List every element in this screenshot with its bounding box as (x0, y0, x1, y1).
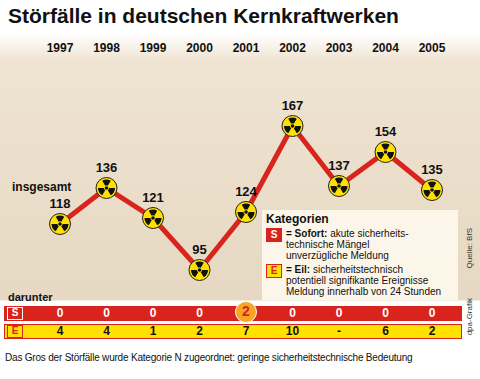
html-text:0: 0 (289, 306, 296, 320)
html-text:Störfälle in deutschen Kernkra: Störfälle in deutschen Kernkraftwerken (8, 4, 399, 27)
svg-text:124: 124 (235, 184, 257, 199)
html-text:E: E (270, 265, 278, 276)
html-text:insgesamt: insgesamt (12, 180, 72, 194)
svg-text:135: 135 (421, 162, 443, 177)
html-text:2: 2 (242, 303, 250, 319)
html-text:dpa-Grafik: dpa-Grafik (465, 298, 474, 336)
svg-text:2002: 2002 (279, 41, 306, 55)
html-text:Quelle: BfS: Quelle: BfS (465, 228, 474, 269)
html-text:S: S (11, 307, 19, 318)
svg-text:1997: 1997 (47, 41, 74, 55)
html-text:0: 0 (335, 306, 343, 320)
html-text:0: 0 (103, 306, 110, 320)
svg-text:1998: 1998 (93, 41, 120, 55)
html-text:4: 4 (56, 324, 64, 338)
html-text:2: 2 (428, 324, 436, 338)
html-text:10: 10 (285, 324, 300, 338)
html-text:potentiell signifikante Ereign: potentiell signifikante Ereignisse (286, 275, 429, 286)
svg-text:167: 167 (282, 98, 304, 113)
html-text:0: 0 (382, 306, 389, 320)
html-text:2: 2 (196, 324, 203, 338)
svg-text:118: 118 (50, 196, 71, 211)
svg-text:2000: 2000 (186, 41, 213, 55)
html-text:Das Gros der Störfälle wurde K: Das Gros der Störfälle wurde Kategorie N… (5, 352, 413, 363)
html-text:= Eil: sicherheitstechnisch: = Eil: sicherheitstechnisch (286, 264, 403, 275)
svg-text:1999: 1999 (140, 41, 167, 55)
svg-text:2003: 2003 (326, 41, 353, 55)
html-text:technische Mängel: technische Mängel (286, 239, 370, 250)
html-text:darunter: darunter (8, 291, 53, 303)
svg-text:137: 137 (328, 158, 350, 173)
svg-text:95: 95 (192, 242, 206, 257)
svg-text:2001: 2001 (233, 41, 260, 55)
svg-text:136: 136 (96, 160, 118, 175)
svg-text:121: 121 (142, 190, 164, 205)
svg-text:2004: 2004 (372, 41, 399, 55)
html-text:6: 6 (382, 324, 389, 338)
html-text:unverzügliche Meldung: unverzügliche Meldung (286, 250, 389, 261)
html-text:0: 0 (56, 306, 64, 320)
html-text:= Sofort: akute sicherheits-: = Sofort: akute sicherheits- (286, 228, 409, 239)
html-text:E: E (11, 325, 19, 336)
html-text:0: 0 (149, 306, 157, 320)
html-text:0: 0 (196, 306, 203, 320)
svg-text:154: 154 (375, 124, 397, 139)
svg-text:2005: 2005 (419, 41, 446, 55)
html-text:4: 4 (103, 324, 110, 338)
html-text:0: 0 (428, 306, 436, 320)
html-text:Meldung innerhalb von 24 Stund: Meldung innerhalb von 24 Stunden (286, 286, 442, 297)
html-text:1: 1 (149, 324, 157, 338)
html-text:7: 7 (242, 324, 250, 338)
html-text:Kategorien: Kategorien (266, 212, 329, 226)
html-text:S: S (270, 229, 278, 240)
